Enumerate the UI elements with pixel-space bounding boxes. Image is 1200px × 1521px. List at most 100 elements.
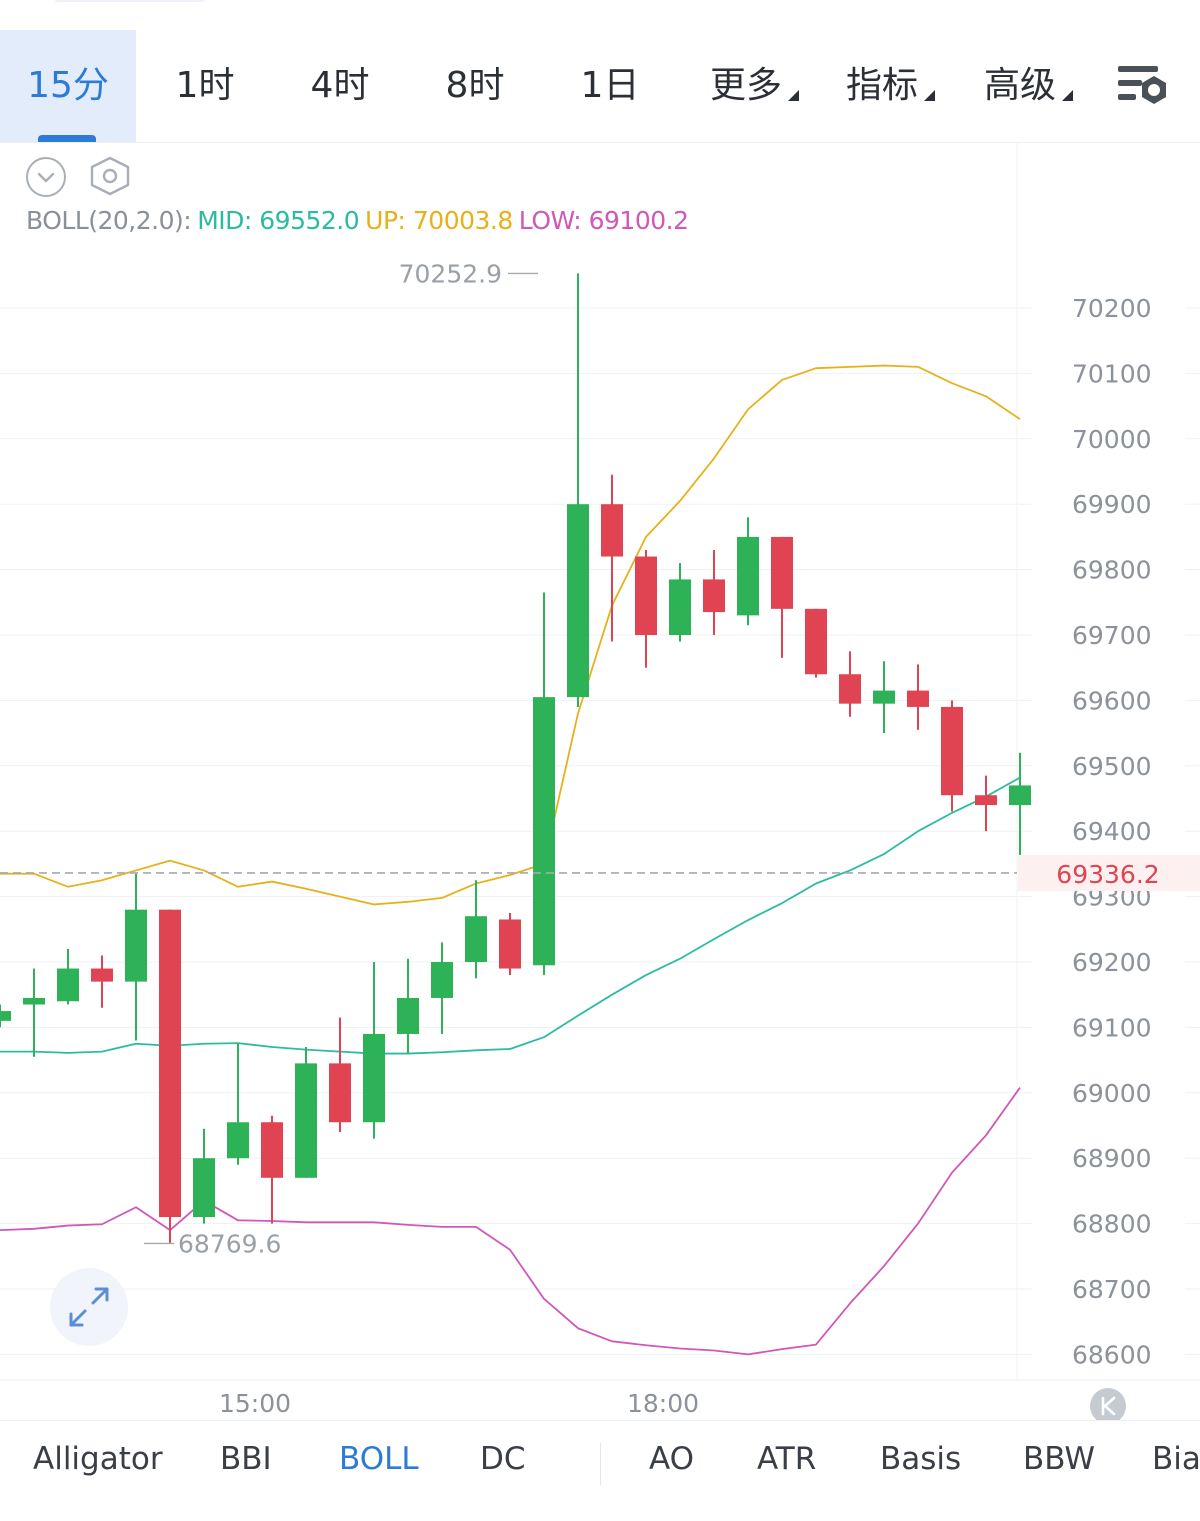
boll-up-line [0, 364, 1021, 906]
indicator-ao[interactable]: AO [649, 1441, 695, 1477]
candle-down[interactable] [261, 1122, 283, 1178]
candlestick-chart[interactable]: 70200 70100 70000 69900 69800 69700 69600 69500… [0, 143, 1200, 1420]
y-tick-label: 68900 [1072, 1144, 1152, 1173]
tab-1h-label: 1时 [175, 65, 235, 106]
indicator-bias[interactable]: Bias [1152, 1441, 1200, 1477]
collapse-toggle-button[interactable] [26, 157, 66, 197]
candle-up[interactable] [737, 536, 759, 616]
candle-down[interactable] [805, 608, 827, 675]
advanced-dropdown[interactable]: 高级 [984, 30, 1074, 142]
candle-up[interactable] [533, 697, 555, 966]
indicator-atr[interactable]: ATR [757, 1441, 817, 1477]
candle-down[interactable] [499, 919, 521, 969]
tab-15min[interactable]: 15分 [0, 30, 136, 142]
legend-up: UP: 70003.8 [365, 206, 513, 235]
advanced-dropdown-label: 高级 [984, 65, 1057, 106]
dropdown-caret-icon [788, 90, 800, 101]
y-tick-label: 68800 [1072, 1210, 1152, 1239]
indicator-divider [600, 1443, 601, 1485]
candle-down[interactable] [839, 674, 861, 704]
active-tab-indicator [38, 135, 96, 142]
candle-up[interactable] [23, 997, 45, 1005]
y-tick-label: 70200 [1072, 294, 1152, 323]
candle-up[interactable] [125, 909, 147, 982]
jump-latest-icon [1101, 1396, 1116, 1416]
hexagon-settings-icon [90, 156, 130, 196]
indicators-dropdown[interactable]: 指标 [846, 30, 936, 142]
scroll-hint-pill [52, 0, 208, 2]
high-marker-label: 70252.9 [399, 259, 502, 288]
tab-1d[interactable]: 1日 [545, 30, 675, 142]
tab-1h[interactable]: 1时 [140, 30, 270, 142]
candle-down[interactable] [941, 706, 963, 796]
candle-down[interactable] [635, 556, 657, 635]
candle-down[interactable] [703, 579, 725, 613]
candle-down[interactable] [601, 504, 623, 557]
boll-low-line [0, 1087, 1021, 1356]
indicators-dropdown-label: 指标 [846, 65, 919, 106]
indicator-bbi[interactable]: BBI [220, 1441, 272, 1477]
candle-up[interactable] [363, 1033, 385, 1123]
timeframe-bar: 15分 1时 4时 8时 1日 更多 指标 高级 [0, 0, 1200, 143]
boll-legend: BOLL(20,2.0): MID: 69552.0 UP: 70003.8 LOW:… [26, 206, 695, 235]
tab-8h[interactable]: 8时 [410, 30, 540, 142]
low-marker-label: 68769.6 [178, 1229, 281, 1258]
indicator-settings-button[interactable] [88, 156, 132, 196]
candle-up[interactable] [669, 579, 691, 635]
indicator-bbw[interactable]: BBW [1023, 1441, 1096, 1477]
candle-up[interactable] [1009, 785, 1031, 806]
more-dropdown[interactable]: 更多 [710, 30, 800, 142]
candle-up[interactable] [193, 1158, 215, 1218]
fullscreen-button[interactable] [50, 1268, 128, 1346]
tab-4h[interactable]: 4时 [275, 30, 405, 142]
y-tick-label: 69900 [1072, 490, 1152, 519]
candle-down[interactable] [159, 909, 181, 1218]
chart-settings-icon[interactable] [1112, 62, 1176, 116]
more-dropdown-label: 更多 [710, 65, 783, 106]
indicator-bar: Alligator BBI BOLL DC AO ATR Basis BBW B… [0, 1420, 1200, 1521]
legend-mid: MID: 69552.0 [197, 206, 360, 235]
tab-1d-label: 1日 [580, 65, 640, 106]
y-tick-label: 69000 [1072, 1079, 1152, 1108]
y-tick-label: 70100 [1072, 359, 1152, 388]
candle-up[interactable] [567, 504, 589, 698]
indicator-alligator[interactable]: Alligator [33, 1441, 163, 1477]
y-tick-label: 69200 [1072, 948, 1152, 977]
last-price-label: 69336.2 [1056, 860, 1159, 889]
candle-down[interactable] [91, 968, 113, 982]
indicator-basis[interactable]: Basis [880, 1441, 962, 1477]
candle-up[interactable] [227, 1122, 249, 1159]
candle-up[interactable] [873, 690, 895, 704]
x-tick-label: 18:00 [627, 1389, 699, 1418]
candle-down[interactable] [975, 795, 997, 806]
candle-up[interactable] [397, 997, 419, 1034]
y-tick-label: 69600 [1072, 686, 1152, 715]
candle-down[interactable] [329, 1063, 351, 1123]
candle-up[interactable] [295, 1063, 317, 1178]
candle-down[interactable] [771, 536, 793, 609]
y-tick-label: 69700 [1072, 621, 1152, 650]
y-tick-label: 68700 [1072, 1275, 1152, 1304]
dropdown-caret-icon [1062, 90, 1074, 101]
x-tick-label: 15:00 [219, 1389, 291, 1418]
y-tick-label: 69500 [1072, 752, 1152, 781]
y-tick-label: 70000 [1072, 425, 1152, 454]
candle-up[interactable] [57, 968, 79, 1002]
indicator-dc[interactable]: DC [480, 1441, 526, 1477]
candle-up[interactable] [0, 1011, 11, 1021]
chevron-down-icon [37, 172, 55, 183]
y-tick-label: 68600 [1072, 1340, 1152, 1369]
tab-8h-label: 8时 [445, 65, 505, 106]
dropdown-caret-icon [924, 90, 936, 101]
tab-15min-label: 15分 [27, 65, 109, 106]
candle-down[interactable] [907, 690, 929, 707]
y-tick-label: 69100 [1072, 1013, 1152, 1042]
tab-4h-label: 4时 [310, 65, 370, 106]
y-tick-label: 69400 [1072, 817, 1152, 846]
y-tick-label: 69800 [1072, 556, 1152, 585]
indicator-boll[interactable]: BOLL [339, 1441, 419, 1477]
candle-up[interactable] [465, 916, 487, 962]
candle-up[interactable] [431, 962, 453, 998]
legend-indicator-name: BOLL(20,2.0): [26, 206, 192, 235]
legend-low: LOW: 69100.2 [518, 206, 689, 235]
